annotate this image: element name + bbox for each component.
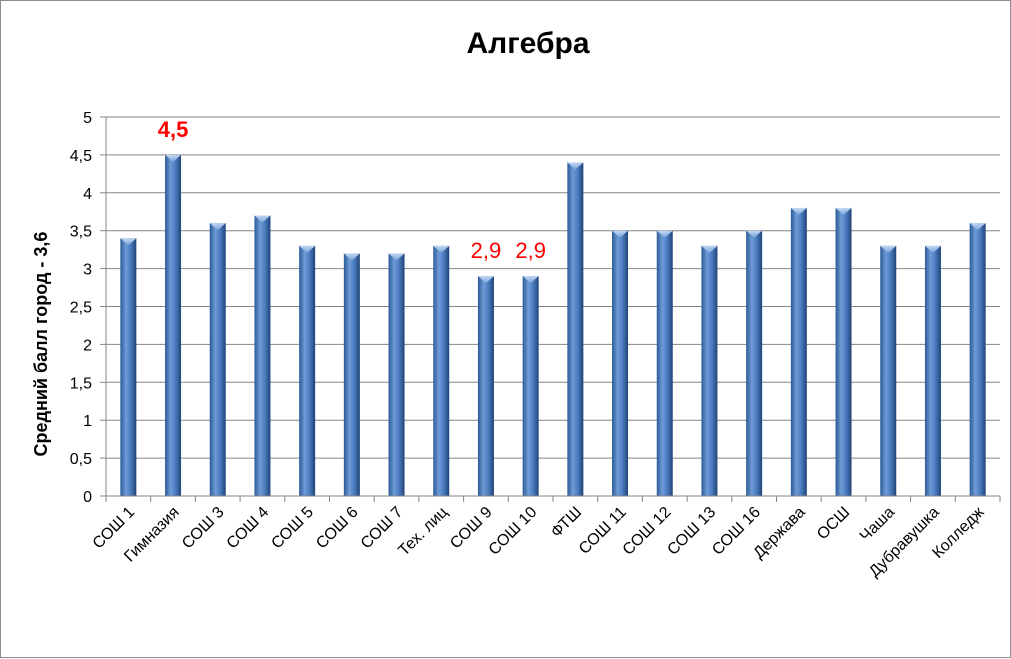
bar-cap <box>522 276 539 284</box>
y-axis-ticks: 0 0,5 1 1,5 2 2,5 3 3,5 4 4,5 5 <box>70 110 106 506</box>
bar-body <box>924 245 941 496</box>
bar <box>612 230 629 496</box>
data-annotation: 2,9 <box>471 238 502 263</box>
bar <box>701 245 718 496</box>
bar-body <box>299 245 316 496</box>
bar-cap <box>969 223 986 231</box>
bar-body <box>254 215 271 497</box>
bar <box>790 207 807 496</box>
bar <box>522 276 539 496</box>
bar <box>477 276 494 496</box>
bar <box>299 245 316 496</box>
bar <box>880 245 897 496</box>
bar-body <box>790 207 807 496</box>
data-annotation: 4,5 <box>158 117 189 142</box>
bar-cap <box>433 245 450 253</box>
bar-body <box>835 207 852 496</box>
bar-cap <box>567 162 584 170</box>
x-tick-label: СОШ 12 <box>620 504 675 559</box>
bar-cap <box>656 230 673 238</box>
y-tick-label: 4 <box>83 186 92 203</box>
y-tick-label: 1,5 <box>70 375 92 392</box>
y-tick-label: 0 <box>83 489 92 506</box>
x-tick-label: СОШ 5 <box>268 504 317 553</box>
axes <box>105 117 1001 502</box>
bar <box>120 238 137 496</box>
y-tick-label: 3 <box>83 262 92 279</box>
bar <box>835 207 852 496</box>
x-tick-label: СОШ 10 <box>486 504 541 559</box>
bar-cap <box>477 276 494 284</box>
bar <box>165 154 182 496</box>
bar <box>969 223 986 496</box>
bar <box>343 253 360 496</box>
data-annotation: 2,9 <box>515 238 546 263</box>
gridlines <box>106 116 1000 459</box>
bar-body <box>120 238 137 496</box>
x-tick-label: СОШ 13 <box>664 504 719 559</box>
bar-body <box>477 276 494 496</box>
x-tick-label: Чаша <box>857 504 898 545</box>
bar-body <box>209 223 226 496</box>
chart-title: Алгебра <box>466 27 589 60</box>
bar-body <box>388 253 405 496</box>
y-tick-label: 4,5 <box>70 148 92 165</box>
bar-body <box>612 230 629 496</box>
x-tick-label: СОШ 3 <box>179 504 228 553</box>
y-tick-label: 3,5 <box>70 224 92 241</box>
bar-cap <box>612 230 629 238</box>
bar-body <box>567 162 584 497</box>
bar-cap <box>746 230 763 238</box>
bar-cap <box>790 207 807 215</box>
bar <box>388 253 405 496</box>
bar-body <box>522 276 539 496</box>
x-tick-label: СОШ 6 <box>313 504 362 553</box>
x-tick-label: ФТШ <box>548 504 585 541</box>
bar <box>746 230 763 496</box>
bar-cap <box>835 207 852 215</box>
bar <box>254 215 271 497</box>
bar <box>209 223 226 496</box>
bar-body <box>656 230 673 496</box>
y-tick-label: 2,5 <box>70 300 92 317</box>
bar-cap <box>388 253 405 261</box>
bars <box>120 154 986 497</box>
x-tick-label: ОСШ <box>814 504 853 543</box>
y-axis-label: Средний балл город - 3,6 <box>31 232 51 457</box>
y-tick-label: 1 <box>83 413 92 430</box>
bar <box>433 245 450 496</box>
y-tick-label: 5 <box>83 110 92 127</box>
y-tick-label: 2 <box>83 337 92 354</box>
bar-cap <box>299 245 316 253</box>
bar-cap <box>120 238 137 246</box>
bar-body <box>701 245 718 496</box>
bar-body <box>746 230 763 496</box>
bar-cap <box>880 245 897 253</box>
bar-cap <box>209 223 226 231</box>
bar-body <box>880 245 897 496</box>
bar <box>567 162 584 497</box>
annotations: 4,5 2,9 2,9 <box>158 117 546 263</box>
bar-body <box>433 245 450 496</box>
x-tick-label: СОШ 4 <box>224 504 273 553</box>
bar-cap <box>924 245 941 253</box>
x-tick-label: Тех. лиц <box>395 504 451 560</box>
bar-body <box>969 223 986 496</box>
bar-cap <box>254 215 271 223</box>
y-tick-label: 0,5 <box>70 451 92 468</box>
bar <box>656 230 673 496</box>
bar-body <box>343 253 360 496</box>
bar-cap <box>165 154 182 162</box>
bar-cap <box>701 245 718 253</box>
bar <box>924 245 941 496</box>
bar-cap <box>343 253 360 261</box>
bar-body <box>165 154 182 496</box>
